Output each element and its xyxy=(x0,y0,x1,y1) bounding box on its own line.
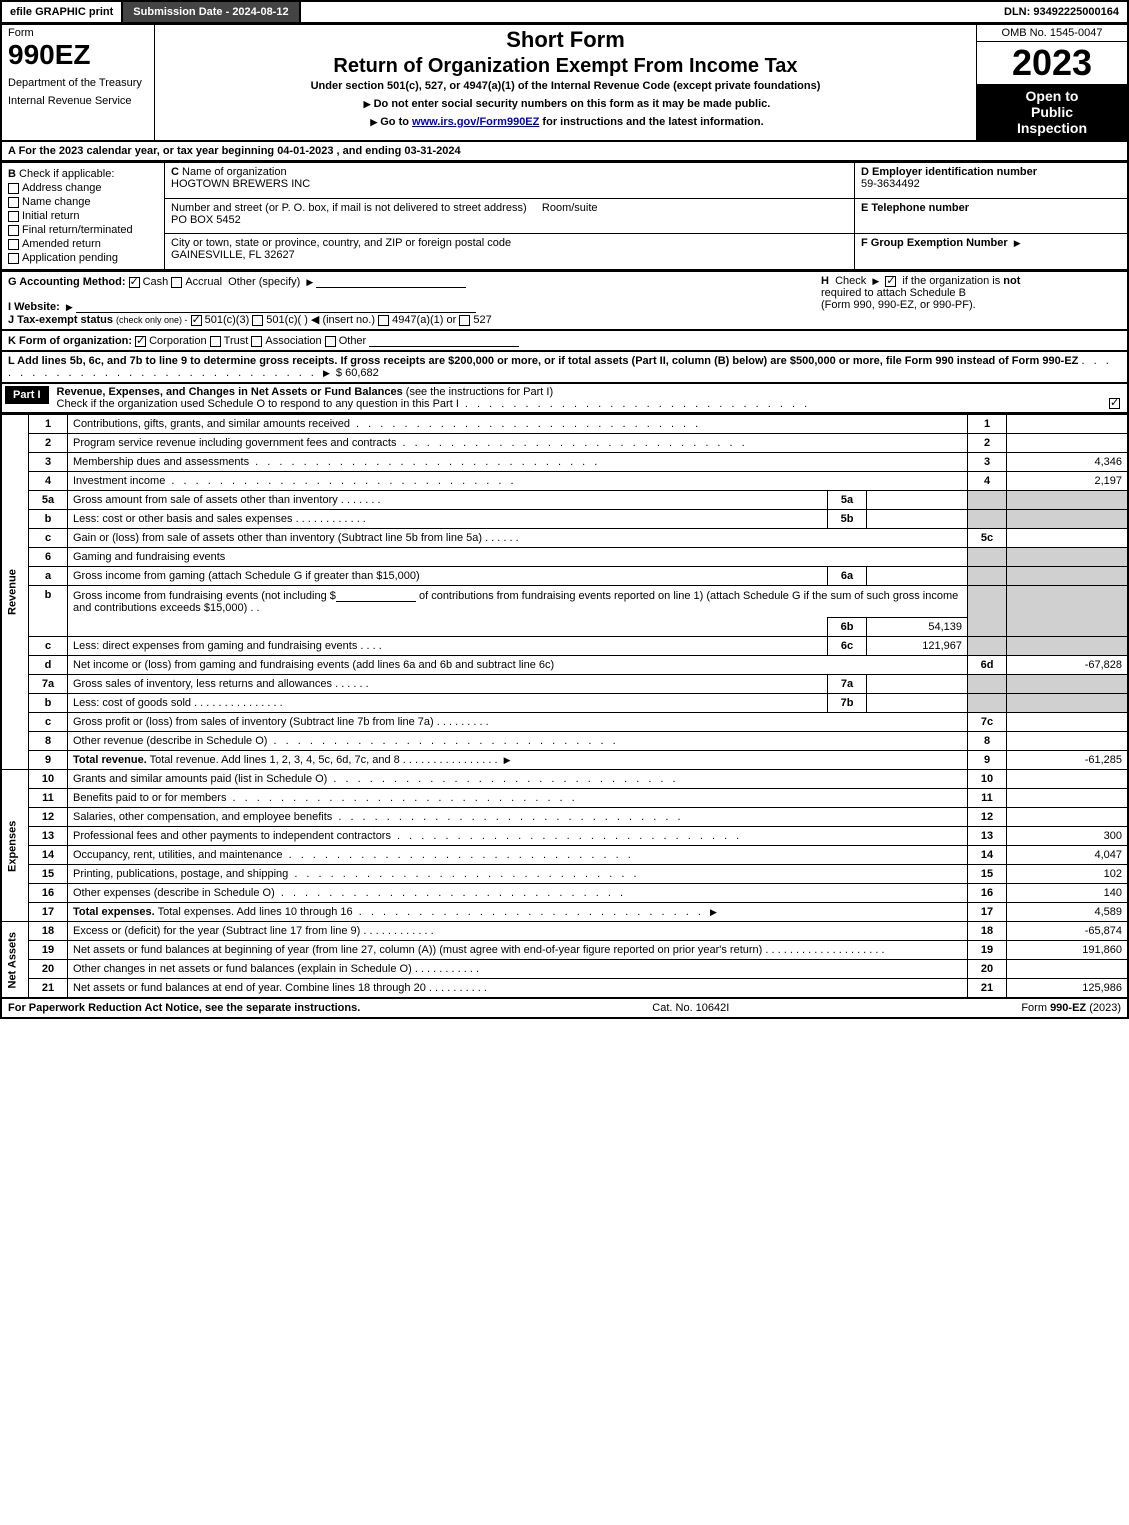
amt-18: -65,874 xyxy=(1007,922,1129,941)
b-label: B xyxy=(8,168,16,180)
cb-4947[interactable] xyxy=(378,315,389,326)
k-row: K Form of organization: Corporation Trus… xyxy=(0,331,1129,352)
amt-19: 191,860 xyxy=(1007,941,1129,960)
val-6c: 121,967 xyxy=(867,637,968,656)
instr2-link[interactable]: www.irs.gov/Form990EZ xyxy=(412,116,539,128)
city: GAINESVILLE, FL 32627 xyxy=(171,249,295,261)
cb-final[interactable] xyxy=(8,225,19,236)
h-label: H xyxy=(821,275,829,287)
netassets-label: Net Assets xyxy=(1,922,29,999)
j-label: J Tax-exempt status xyxy=(8,314,113,326)
main-table: Revenue 1 Contributions, gifts, grants, … xyxy=(0,414,1129,999)
footer-center: Cat. No. 10642I xyxy=(652,1002,729,1014)
inspect3: Inspection xyxy=(981,120,1123,136)
cb-initial[interactable] xyxy=(8,211,19,222)
inspect2: Public xyxy=(981,104,1123,120)
amt-13: 300 xyxy=(1007,827,1129,846)
amt-9: -61,285 xyxy=(1007,751,1129,770)
ein: 59-3634492 xyxy=(861,178,920,190)
org-name: HOGTOWN BREWERS INC xyxy=(171,178,310,190)
part1-label: Part I xyxy=(5,386,49,404)
submission-date: Submission Date - 2024-08-12 xyxy=(123,2,300,22)
cb-addr-change[interactable] xyxy=(8,183,19,194)
short-form-title: Short Form xyxy=(161,27,970,53)
info-table: B Check if applicable: Address change Na… xyxy=(0,162,1129,271)
amt-15: 102 xyxy=(1007,865,1129,884)
expenses-label: Expenses xyxy=(1,770,29,922)
form-number: 990EZ xyxy=(8,39,148,71)
room-label: Room/suite xyxy=(542,202,598,214)
amt-14: 4,047 xyxy=(1007,846,1129,865)
efile-label: efile GRAPHIC print xyxy=(2,2,123,22)
amt-3: 4,346 xyxy=(1007,453,1129,472)
instr2-post: for instructions and the latest informat… xyxy=(539,116,763,128)
part1-check: Check if the organization used Schedule … xyxy=(57,398,459,410)
street-label: Number and street (or P. O. box, if mail… xyxy=(171,202,527,214)
amt-16: 140 xyxy=(1007,884,1129,903)
city-label: City or town, state or province, country… xyxy=(171,237,511,249)
k-label: K Form of organization: xyxy=(8,335,132,347)
footer: For Paperwork Reduction Act Notice, see … xyxy=(0,999,1129,1019)
cb-501c3[interactable] xyxy=(191,315,202,326)
section-a: A For the 2023 calendar year, or tax yea… xyxy=(0,142,1129,162)
c-label: C xyxy=(171,166,179,178)
revenue-label: Revenue xyxy=(1,415,29,770)
cb-schedule-o[interactable] xyxy=(1109,398,1120,409)
amt-4: 2,197 xyxy=(1007,472,1129,491)
amt-17: 4,589 xyxy=(1007,903,1129,922)
dept-treasury: Department of the Treasury xyxy=(8,77,148,89)
cb-amended[interactable] xyxy=(8,239,19,250)
check-if: Check if applicable: xyxy=(19,168,114,180)
part1-title: Revenue, Expenses, and Changes in Net As… xyxy=(57,386,403,398)
main-title: Return of Organization Exempt From Incom… xyxy=(161,55,970,78)
i-label: I Website: xyxy=(8,301,60,313)
cb-trust[interactable] xyxy=(210,336,221,347)
cb-other-org[interactable] xyxy=(325,336,336,347)
cb-schedule-b[interactable] xyxy=(885,276,896,287)
val-6b: 54,139 xyxy=(867,618,968,637)
cb-pending[interactable] xyxy=(8,253,19,264)
cb-527[interactable] xyxy=(459,315,470,326)
gh-table: G Accounting Method: Cash Accrual Other … xyxy=(0,271,1129,331)
top-bar: efile GRAPHIC print Submission Date - 20… xyxy=(0,0,1129,24)
header-table: Form 990EZ Department of the Treasury In… xyxy=(0,24,1129,142)
inspect1: Open to xyxy=(981,88,1123,104)
l-amount: $ 60,682 xyxy=(336,367,379,379)
cb-accrual[interactable] xyxy=(171,277,182,288)
omb-number: OMB No. 1545-0047 xyxy=(977,25,1127,42)
dln: DLN: 93492225000164 xyxy=(301,2,1127,22)
amt-21: 125,986 xyxy=(1007,979,1129,999)
instr1: Do not enter social security numbers on … xyxy=(374,98,771,110)
tax-year: 2023 xyxy=(977,42,1127,84)
cb-corp[interactable] xyxy=(135,336,146,347)
instr2-pre: Go to xyxy=(380,116,412,128)
cb-assoc[interactable] xyxy=(251,336,262,347)
cb-501c[interactable] xyxy=(252,315,263,326)
l-text: L Add lines 5b, 6c, and 7b to line 9 to … xyxy=(8,355,1078,367)
amt-6d: -67,828 xyxy=(1007,656,1129,675)
cb-name-change[interactable] xyxy=(8,197,19,208)
cb-cash[interactable] xyxy=(129,277,140,288)
d-label: D Employer identification number xyxy=(861,166,1037,178)
e-label: E Telephone number xyxy=(861,202,969,214)
irs-label: Internal Revenue Service xyxy=(8,95,148,107)
subtitle: Under section 501(c), 527, or 4947(a)(1)… xyxy=(161,80,970,92)
f-label: F Group Exemption Number xyxy=(861,237,1008,249)
name-label: Name of organization xyxy=(182,166,287,178)
street: PO BOX 5452 xyxy=(171,214,241,226)
g-label: G Accounting Method: xyxy=(8,276,126,288)
form-word: Form xyxy=(8,27,148,39)
footer-left: For Paperwork Reduction Act Notice, see … xyxy=(8,1002,360,1014)
l-row: L Add lines 5b, 6c, and 7b to line 9 to … xyxy=(0,352,1129,384)
